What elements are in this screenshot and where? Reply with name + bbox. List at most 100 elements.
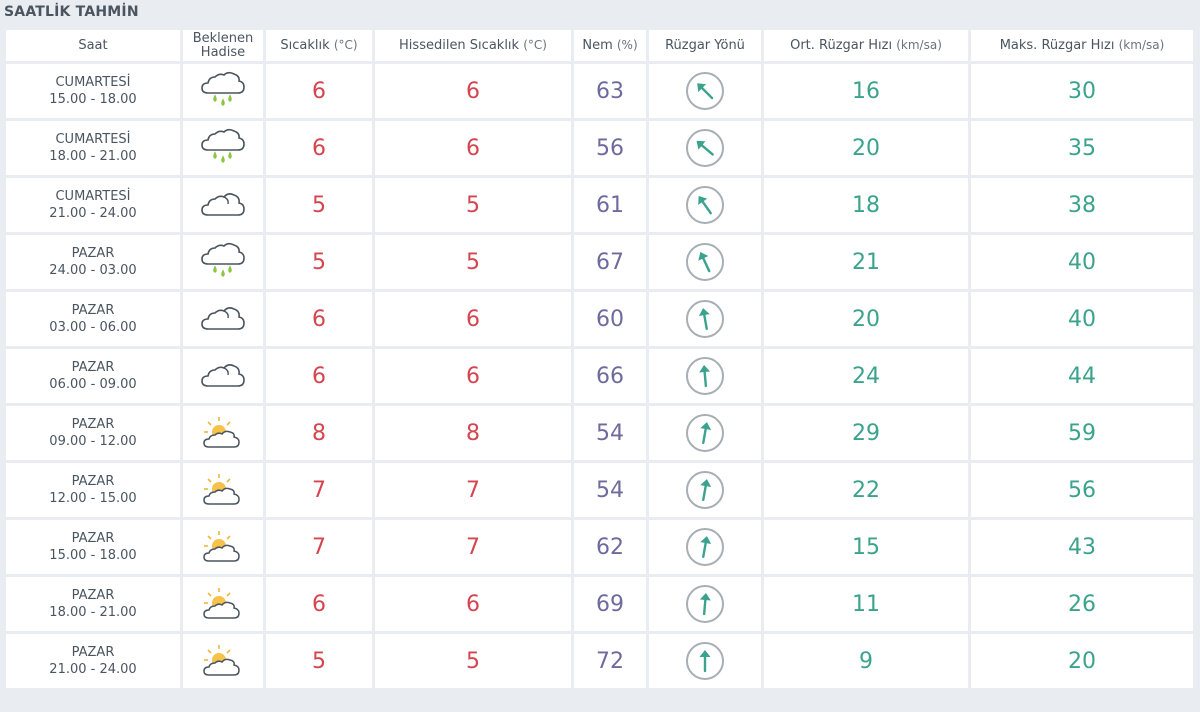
max-wind-value: 35 (971, 121, 1193, 175)
time-cell: PAZAR 15.00 - 18.00 (6, 520, 180, 574)
avg-wind-value: 24 (764, 349, 968, 403)
header-wind-direction: Rüzgar Yönü (649, 30, 761, 61)
section-title: SAATLİK TAHMİN (4, 4, 139, 20)
table-row: PAZAR 24.00 - 03.00 5 5 67 21 40 (6, 235, 1193, 289)
feels-like-value: 5 (375, 178, 571, 232)
humidity-value: 66 (574, 349, 646, 403)
partly-sunny-icon (183, 586, 263, 622)
avg-wind-value: 22 (764, 463, 968, 517)
header-temperature: Sıcaklık (°C) (266, 30, 372, 61)
feels-like-value: 7 (375, 520, 571, 574)
table-row: PAZAR 09.00 - 12.00 8 8 54 29 59 (6, 406, 1193, 460)
day-label: PAZAR (71, 531, 115, 546)
feels-like-value: 8 (375, 406, 571, 460)
temperature-value: 5 (266, 178, 372, 232)
wind-direction-cell (649, 64, 761, 118)
day-label: CUMARTESİ (55, 189, 131, 204)
max-wind-value: 40 (971, 292, 1193, 346)
max-wind-value: 38 (971, 178, 1193, 232)
temperature-value: 5 (266, 634, 372, 688)
avg-wind-value: 11 (764, 577, 968, 631)
hours-label: 12.00 - 15.00 (49, 491, 137, 506)
time-cell: PAZAR 12.00 - 15.00 (6, 463, 180, 517)
header-feels-like: Hissedilen Sıcaklık (°C) (375, 30, 571, 61)
table-row: PAZAR 21.00 - 24.00 5 5 72 9 20 (6, 634, 1193, 688)
weather-cell (183, 292, 263, 346)
wind-direction-cell (649, 577, 761, 631)
day-label: PAZAR (71, 246, 115, 261)
weather-cell (183, 178, 263, 232)
hours-label: 21.00 - 24.00 (49, 662, 137, 677)
hours-label: 15.00 - 18.00 (49, 92, 137, 107)
weather-cell (183, 463, 263, 517)
weather-cell (183, 349, 263, 403)
max-wind-value: 26 (971, 577, 1193, 631)
avg-wind-value: 20 (764, 121, 968, 175)
max-wind-value: 40 (971, 235, 1193, 289)
day-label: PAZAR (71, 645, 115, 660)
humidity-value: 67 (574, 235, 646, 289)
table-row: CUMARTESİ 18.00 - 21.00 6 6 56 20 35 (6, 121, 1193, 175)
max-wind-value: 56 (971, 463, 1193, 517)
weather-cell (183, 406, 263, 460)
day-label: PAZAR (71, 417, 115, 432)
time-cell: PAZAR 06.00 - 09.00 (6, 349, 180, 403)
max-wind-value: 44 (971, 349, 1193, 403)
humidity-value: 61 (574, 178, 646, 232)
weather-cell (183, 235, 263, 289)
max-wind-value: 43 (971, 520, 1193, 574)
feels-like-value: 6 (375, 349, 571, 403)
hours-label: 06.00 - 09.00 (49, 377, 137, 392)
temperature-value: 6 (266, 121, 372, 175)
wind-direction-cell (649, 235, 761, 289)
cloud-icon (183, 303, 263, 335)
time-cell: PAZAR 24.00 - 03.00 (6, 235, 180, 289)
avg-wind-value: 15 (764, 520, 968, 574)
max-wind-value: 30 (971, 64, 1193, 118)
temperature-value: 6 (266, 64, 372, 118)
humidity-value: 54 (574, 406, 646, 460)
table-row: CUMARTESİ 21.00 - 24.00 5 5 61 18 38 (6, 178, 1193, 232)
wind-direction-arrow-icon (649, 127, 761, 169)
table-row: PAZAR 06.00 - 09.00 6 6 66 24 44 (6, 349, 1193, 403)
day-label: CUMARTESİ (55, 75, 131, 90)
feels-like-value: 6 (375, 292, 571, 346)
feels-like-value: 6 (375, 64, 571, 118)
time-cell: CUMARTESİ 15.00 - 18.00 (6, 64, 180, 118)
avg-wind-value: 29 (764, 406, 968, 460)
wind-direction-cell (649, 634, 761, 688)
partly-sunny-icon (183, 529, 263, 565)
header-humidity: Nem (%) (574, 30, 646, 61)
time-cell: PAZAR 18.00 - 21.00 (6, 577, 180, 631)
day-label: PAZAR (71, 588, 115, 603)
temperature-value: 6 (266, 577, 372, 631)
temperature-value: 6 (266, 292, 372, 346)
header-avg-wind: Ort. Rüzgar Hızı (km/sa) (764, 30, 968, 61)
wind-direction-cell (649, 292, 761, 346)
humidity-value: 72 (574, 634, 646, 688)
avg-wind-value: 20 (764, 292, 968, 346)
cloud-icon (183, 360, 263, 392)
hours-label: 03.00 - 06.00 (49, 320, 137, 335)
wind-direction-arrow-icon (649, 640, 761, 682)
temperature-value: 7 (266, 520, 372, 574)
rain-cloud-icon (183, 128, 263, 168)
header-event: Beklenen Hadise (183, 30, 263, 61)
time-cell: PAZAR 21.00 - 24.00 (6, 634, 180, 688)
wind-direction-arrow-icon (649, 298, 761, 340)
table-row: PAZAR 15.00 - 18.00 7 7 62 15 43 (6, 520, 1193, 574)
humidity-value: 60 (574, 292, 646, 346)
page-bottom (0, 694, 1200, 712)
wind-direction-arrow-icon (649, 184, 761, 226)
wind-direction-arrow-icon (649, 355, 761, 397)
feels-like-value: 6 (375, 121, 571, 175)
avg-wind-value: 21 (764, 235, 968, 289)
hours-label: 18.00 - 21.00 (49, 149, 137, 164)
hours-label: 09.00 - 12.00 (49, 434, 137, 449)
wind-direction-arrow-icon (649, 412, 761, 454)
weather-cell (183, 121, 263, 175)
wind-direction-cell (649, 520, 761, 574)
day-label: PAZAR (71, 474, 115, 489)
feels-like-value: 7 (375, 463, 571, 517)
feels-like-value: 6 (375, 577, 571, 631)
